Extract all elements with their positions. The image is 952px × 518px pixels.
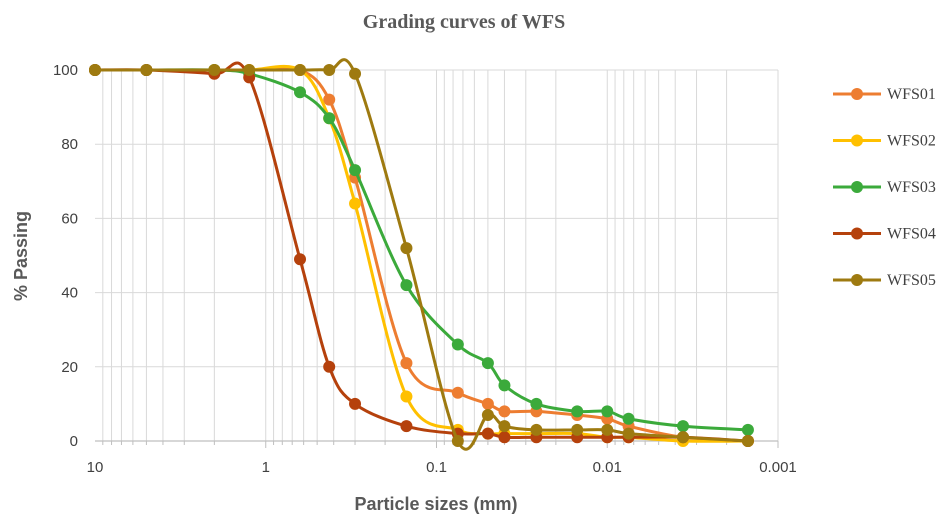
- data-point: [294, 64, 307, 76]
- data-point: [140, 64, 153, 76]
- series-wfs05: [89, 58, 754, 451]
- data-point: [481, 397, 494, 410]
- data-point: [400, 357, 413, 370]
- data-point: [451, 435, 464, 447]
- legend-marker: [851, 181, 863, 193]
- legend-label: WFS04: [887, 226, 936, 243]
- y-tick-label: 60: [61, 210, 78, 227]
- chart-title: Grading curves of WFS: [363, 11, 565, 33]
- data-point: [741, 423, 754, 436]
- series-line: [93, 68, 750, 432]
- x-tick-label: 0.1: [426, 459, 447, 476]
- data-point: [323, 112, 336, 125]
- tick-labels: 0 20 40 60 80 100 10 1 0.1 0.01 0.001: [53, 62, 797, 476]
- legend-label: WFS03: [887, 179, 936, 196]
- data-point: [451, 386, 464, 399]
- data-point: [741, 435, 754, 447]
- x-tick-label: 0.001: [759, 459, 797, 476]
- data-point: [622, 427, 635, 440]
- data-point: [294, 86, 307, 99]
- legend-marker: [851, 88, 863, 100]
- data-point: [481, 357, 494, 370]
- data-point: [323, 360, 336, 373]
- data-point: [530, 397, 543, 410]
- x-tick-label: 10: [87, 459, 104, 476]
- series-wfs03: [89, 64, 754, 436]
- legend-item-wfs01: WFS01: [833, 86, 936, 103]
- y-tick-label: 40: [61, 285, 78, 302]
- series-line: [93, 66, 750, 443]
- data-point: [498, 379, 511, 392]
- series-wfs02: [89, 64, 754, 447]
- data-point: [622, 412, 635, 425]
- series-wfs04: [89, 61, 754, 447]
- data-point: [400, 242, 413, 255]
- series-lines: [89, 58, 754, 451]
- y-tick-label: 80: [61, 136, 78, 153]
- data-point: [677, 431, 690, 444]
- data-point: [400, 279, 413, 292]
- legend-label: WFS05: [887, 272, 936, 289]
- series-wfs01: [89, 64, 754, 447]
- data-point: [400, 390, 413, 403]
- x-tick-label: 1: [262, 459, 270, 476]
- data-point: [349, 67, 362, 80]
- data-point: [349, 397, 362, 410]
- y-tick-label: 0: [70, 433, 78, 450]
- legend-marker: [851, 227, 863, 240]
- data-point: [498, 405, 511, 418]
- data-point: [89, 64, 101, 76]
- data-point: [323, 93, 336, 106]
- y-tick-label: 100: [53, 62, 78, 79]
- data-point: [451, 338, 464, 351]
- data-point: [294, 253, 307, 266]
- x-axis-title: Particle sizes (mm): [354, 494, 517, 514]
- data-point: [571, 423, 584, 436]
- legend-label: WFS01: [887, 86, 936, 103]
- data-point: [400, 420, 413, 433]
- legend-marker: [851, 134, 863, 147]
- series-line: [93, 58, 750, 451]
- legend-item-wfs02: WFS02: [833, 133, 936, 150]
- legend-label: WFS02: [887, 133, 936, 150]
- data-point: [498, 431, 511, 444]
- legend: WFS01 WFS02 WFS03 WFS04 WFS05: [833, 86, 936, 289]
- gridlines: [95, 69, 779, 441]
- y-tick-label: 20: [61, 359, 78, 376]
- data-point: [481, 427, 494, 440]
- legend-item-wfs04: WFS04: [833, 226, 936, 243]
- data-point: [349, 197, 362, 210]
- y-axis-title: % Passing: [11, 211, 31, 301]
- data-point: [601, 423, 614, 436]
- data-point: [677, 420, 690, 433]
- data-point: [243, 64, 256, 76]
- legend-item-wfs05: WFS05: [833, 272, 936, 289]
- legend-item-wfs03: WFS03: [833, 179, 936, 196]
- legend-marker: [851, 274, 863, 286]
- x-tick-label: 0.01: [593, 459, 622, 476]
- data-point: [481, 409, 494, 422]
- data-point: [498, 420, 511, 433]
- data-point: [530, 423, 543, 436]
- data-point: [349, 164, 362, 177]
- data-point: [208, 64, 221, 76]
- data-point: [323, 64, 336, 76]
- data-point: [601, 405, 614, 418]
- data-point: [571, 405, 584, 418]
